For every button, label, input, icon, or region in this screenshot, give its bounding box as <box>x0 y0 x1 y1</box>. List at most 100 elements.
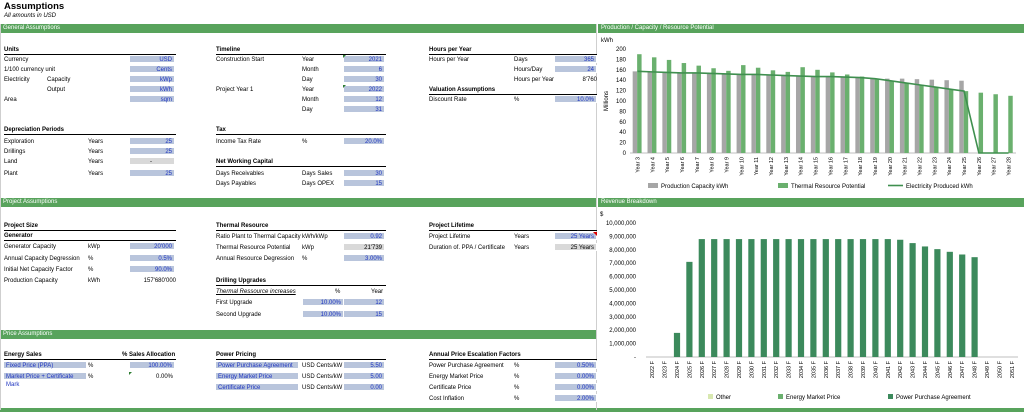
es-unit-1: % <box>88 374 94 380</box>
project-day-input[interactable]: 31 <box>343 105 385 113</box>
generator-capacity-input[interactable]: 20'000 <box>129 242 175 250</box>
dep-unit-3: Years <box>88 171 104 177</box>
drilling-col-label: Thermal Ressource increases <box>216 289 296 295</box>
x-tick-label: Year 10 <box>739 157 745 176</box>
project-year-input[interactable]: 2022 <box>343 85 385 93</box>
hours-per-day-input[interactable]: 24 <box>554 65 597 73</box>
power-pricing-underline <box>216 359 386 360</box>
bar-production-capacity <box>959 80 964 153</box>
dep-label-2: Land <box>4 159 18 165</box>
net-capacity-factor-input[interactable]: 90.0% <box>129 265 175 273</box>
dep-label-3: Plant <box>4 171 18 177</box>
bar-power-purchase-agreement <box>921 246 929 357</box>
ps-unit-3: kWh <box>88 278 100 284</box>
bar-thermal-potential <box>978 92 984 153</box>
x-tick-label: Year 7 <box>695 157 701 173</box>
capacity-unit-input[interactable]: kWp <box>129 75 175 83</box>
hours-unit-days: Days <box>514 57 528 63</box>
escalation-heading: Annual Price Escalation Factors <box>429 352 521 358</box>
tax-heading: Tax <box>216 127 226 133</box>
days-receivables-input[interactable]: 30 <box>343 169 385 177</box>
ppa-escalation-input[interactable]: 0.50% <box>554 361 597 369</box>
project-month-input[interactable]: 12 <box>343 95 385 103</box>
thermal-label-1: Thermal Resource Potential <box>216 245 291 251</box>
thermal-underline <box>216 230 386 231</box>
bar-thermal-potential <box>800 67 805 153</box>
resource-degression-input[interactable]: 3.00% <box>343 254 385 262</box>
ppa-price-input[interactable]: 5.50 <box>343 361 385 369</box>
construction-year-input[interactable]: 2021 <box>343 55 385 63</box>
x-tick-label: Year 13 <box>784 157 790 176</box>
fixed-price-allocation-input[interactable]: 100.00% <box>129 361 175 369</box>
market-escalation-input[interactable]: 0.00% <box>554 372 597 380</box>
ppa-duration-value: 25 Years <box>554 243 597 251</box>
certificate-link[interactable]: Certificate Price <box>215 383 299 391</box>
construction-day-input[interactable]: 30 <box>343 75 385 83</box>
area-unit-input[interactable]: sqm <box>129 95 175 103</box>
units-sub-capacity: Capacity <box>47 77 71 83</box>
fixed-price-link[interactable]: Fixed Price (PPA) <box>3 361 87 369</box>
es-unit-0: % <box>88 363 94 369</box>
bar-production-capacity <box>795 76 801 153</box>
bar-production-capacity <box>944 80 949 153</box>
market-price-input[interactable]: 5.00 <box>343 372 385 380</box>
nwc-underline <box>216 166 386 167</box>
bottom-bar <box>0 408 1024 412</box>
second-upgrade-pct-input[interactable]: 10.00% <box>302 310 344 318</box>
currency-input[interactable]: USD <box>129 55 175 63</box>
cents-input[interactable]: Cents <box>129 65 175 73</box>
y-tick-label: 8,000,000 <box>609 248 636 254</box>
timeline-unit-2: Day <box>302 77 313 83</box>
x-tick-label: 2046 F <box>948 360 954 378</box>
comment-marker <box>343 55 346 58</box>
pp-unit-1: USD Cents/kW <box>302 374 343 380</box>
second-upgrade-year-input[interactable]: 15 <box>343 310 385 318</box>
ratio-thermal-input[interactable]: 0.92 <box>343 232 385 240</box>
section-project: Project Assumptions <box>0 198 596 207</box>
dep-label-1: Drillings <box>4 149 26 155</box>
days-payables-input[interactable]: 15 <box>343 179 385 187</box>
x-tick-label: Year 17 <box>843 157 849 176</box>
output-unit-input[interactable]: kWh <box>129 85 175 93</box>
page-subtitle: All amounts in USD <box>4 13 57 19</box>
cost-inflation-input[interactable]: 2.00% <box>554 394 597 402</box>
certificate-price-input[interactable]: 0.00 <box>343 383 385 391</box>
bar-thermal-potential <box>830 72 835 153</box>
section-rev-chart: Revenue Breakdown <box>598 198 1024 207</box>
days-input[interactable]: 365 <box>554 55 597 63</box>
bar-thermal-potential <box>874 78 880 153</box>
ps-label-2: Initial Net Capacity Factor <box>4 267 73 273</box>
discount-rate-input[interactable]: 10.0% <box>554 95 597 103</box>
bar-power-purchase-agreement <box>909 243 916 357</box>
market-price-link[interactable]: Market Price + Certificate Mark <box>3 372 87 388</box>
drillings-years-input[interactable]: 25 <box>129 147 175 155</box>
valuation-heading: Valuation Assumptions <box>429 87 496 93</box>
y-tick-label: 80 <box>619 109 626 115</box>
timeline-unit-4: Month <box>302 97 319 103</box>
capacity-degression-input[interactable]: 0.5% <box>129 254 175 262</box>
income-tax-input[interactable]: 20.0% <box>343 137 385 145</box>
construction-month-input[interactable]: 6 <box>343 65 385 73</box>
project-lifetime-input[interactable]: 25 Years <box>554 232 597 240</box>
ppa-link[interactable]: Power Purchase Agreement <box>215 361 299 369</box>
certificate-escalation-input[interactable]: 0.00% <box>554 383 597 391</box>
units-label-area: Area <box>4 97 17 103</box>
section-prod-chart: Production / Capacity / Resource Potenti… <box>598 24 1024 33</box>
legend-label-market: Energy Market Price <box>786 395 841 401</box>
exploration-years-input[interactable]: 25 <box>129 137 175 145</box>
x-tick-label: 2024 F <box>675 360 681 378</box>
energy-market-link[interactable]: Energy Market Price <box>215 372 299 380</box>
ps-unit-2: % <box>88 267 94 273</box>
sales-allocation-header: % Sales Allocation <box>122 352 176 358</box>
bar-production-capacity <box>899 78 905 153</box>
x-tick-label: Year 22 <box>918 157 924 176</box>
first-upgrade-pct-input[interactable]: 10.00% <box>302 298 344 306</box>
dep-unit-0: Years <box>88 139 104 145</box>
section-price: Price Assumptions <box>0 330 596 339</box>
comment-marker <box>593 232 597 236</box>
first-upgrade-year-input[interactable]: 12 <box>343 298 385 306</box>
bar-power-purchase-agreement <box>872 239 879 357</box>
plant-years-input[interactable]: 25 <box>129 169 175 177</box>
y-tick-label: - <box>634 355 636 361</box>
legend-swatch-other <box>708 394 713 399</box>
